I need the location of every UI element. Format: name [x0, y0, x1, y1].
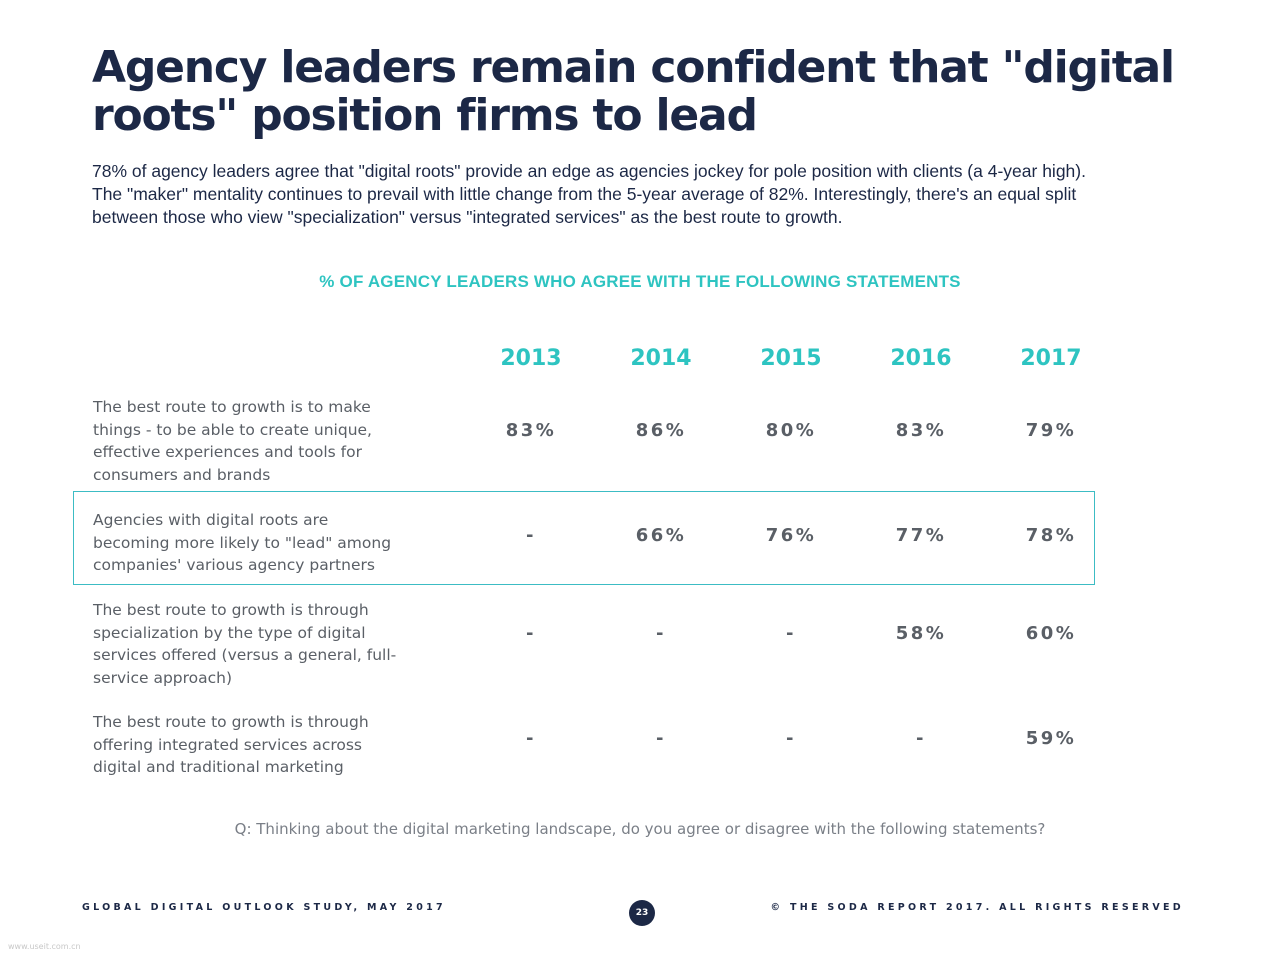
row-value-2017: 78%: [1025, 525, 1077, 546]
year-header-2015: 2015: [760, 346, 822, 371]
row-statement-line: Agencies with digital roots are: [93, 511, 329, 529]
row-value-2014: 86%: [635, 420, 687, 441]
page-title-line: Agency leaders remain confident that "di…: [92, 42, 1175, 93]
table-heading: % OF AGENCY LEADERS WHO AGREE WITH THE F…: [319, 272, 961, 291]
row-value-2015: 76%: [765, 525, 817, 546]
row-statement-line: things - to be able to create unique,: [93, 420, 372, 439]
intro-line: 78% of agency leaders agree that "digita…: [92, 161, 1086, 181]
year-header-2017: 2017: [1020, 346, 1082, 371]
row-value-2016: -: [916, 728, 926, 749]
row-statement-line: specialization by the type of digital: [93, 623, 366, 642]
row-statement-line: consumers and brands: [93, 465, 271, 484]
row-statement-line: services offered (versus a general, full…: [93, 646, 397, 664]
row-statement: The best route to growth is through spec…: [93, 599, 413, 689]
intro-line: between those who view "specialization" …: [92, 207, 843, 227]
row-statement-line: The best route to growth is through: [93, 601, 369, 619]
row-value-2016: 58%: [895, 623, 947, 644]
row-value-2013: -: [526, 728, 536, 749]
row-value-2013: 83%: [505, 420, 557, 441]
row-value-2015: -: [786, 623, 796, 644]
row-value-2016: 83%: [895, 420, 947, 441]
row-value-2014: -: [656, 728, 666, 749]
page-number-badge: 23: [629, 900, 655, 926]
row-value-2014: -: [656, 623, 666, 644]
row-statement-line: offering integrated services across: [93, 735, 363, 754]
row-statement-line: The best route to growth is to make: [93, 398, 371, 416]
row-value-2014: 66%: [635, 525, 687, 546]
row-statement: The best route to growth is to make thin…: [93, 396, 413, 486]
row-statement-line: The best route to growth is through: [93, 713, 369, 731]
row-value-2015: -: [786, 728, 796, 749]
intro-line: The "maker" mentality continues to preva…: [92, 184, 1077, 204]
row-value-2017: 60%: [1025, 623, 1077, 644]
highlighted-row-frame: [73, 491, 1095, 585]
row-statement-line: digital and traditional marketing: [93, 758, 344, 776]
footer-study-name: GLOBAL DIGITAL OUTLOOK STUDY, MAY 2017: [82, 902, 446, 913]
row-statement-line: becoming more likely to "lead" among: [93, 533, 392, 552]
row-value-2013: -: [526, 525, 536, 546]
page-title-line: roots" position firms to lead: [92, 90, 758, 141]
page-title: Agency leaders remain confident that "di…: [92, 44, 1202, 140]
row-value-2017: 79%: [1025, 420, 1077, 441]
footer-copyright: © THE SODA REPORT 2017. ALL RIGHTS RESER…: [770, 902, 1184, 913]
watermark-text: www.useit.com.cn: [8, 942, 81, 951]
row-value-2015: 80%: [765, 420, 817, 441]
row-statement: Agencies with digital roots are becoming…: [93, 509, 413, 577]
survey-question: Q: Thinking about the digital marketing …: [234, 820, 1046, 838]
year-header-2013: 2013: [500, 346, 562, 371]
row-statement: The best route to growth is through offe…: [93, 711, 413, 779]
row-statement-line: companies' various agency partners: [93, 556, 375, 574]
row-value-2016: 77%: [895, 525, 947, 546]
row-statement-line: service approach): [93, 668, 233, 687]
row-value-2017: 59%: [1025, 728, 1077, 749]
year-header-2014: 2014: [630, 346, 692, 371]
intro-paragraph: 78% of agency leaders agree that "digita…: [92, 160, 1212, 229]
year-header-2016: 2016: [890, 346, 952, 371]
row-value-2013: -: [526, 623, 536, 644]
row-statement-line: effective experiences and tools for: [93, 443, 362, 461]
